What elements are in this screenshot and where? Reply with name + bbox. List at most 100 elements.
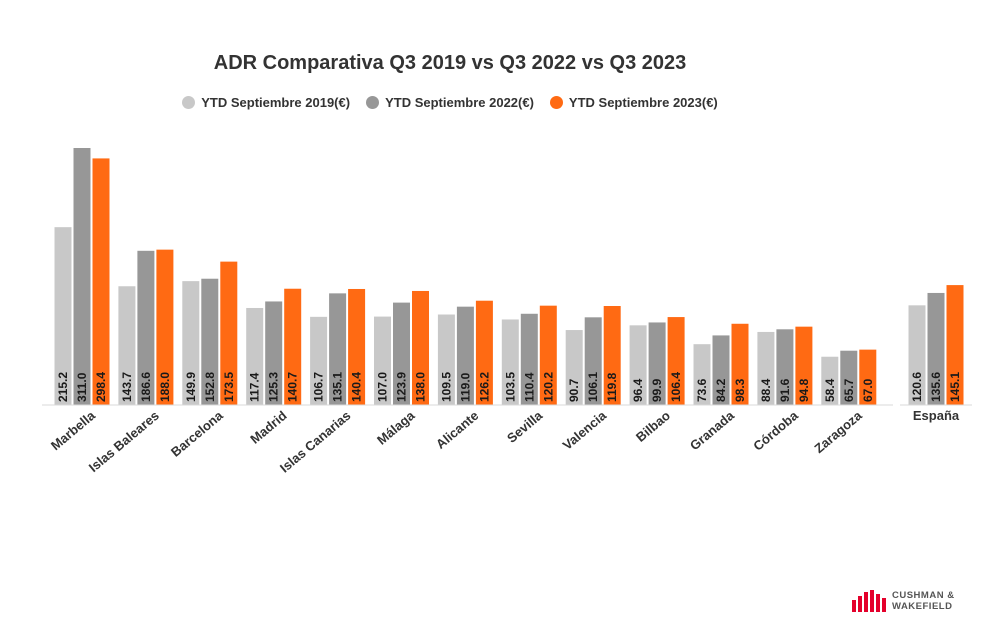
value-label-islas-baleares-series-2: 186.6 xyxy=(139,372,153,402)
bar-marbella-series-3 xyxy=(92,158,110,405)
value-label-malaga-series-2: 123.9 xyxy=(395,372,409,402)
value-label-alicante-series-3: 126.2 xyxy=(477,372,491,402)
logo-text: CUSHMAN & WAKEFIELD xyxy=(892,590,955,612)
bar-islas-baleares-series-1 xyxy=(118,286,136,405)
logo-line-2: WAKEFIELD xyxy=(892,601,953,612)
logo-line-1: CUSHMAN & xyxy=(892,590,955,601)
bar-barcelona-series-3 xyxy=(220,261,238,405)
value-label-bilbao-series-3: 106.4 xyxy=(669,372,683,402)
legend-swatch-2023 xyxy=(549,96,563,109)
value-label-marbella-series-2: 311.0 xyxy=(75,372,89,402)
value-label-sevilla-series-2: 110.4 xyxy=(522,372,536,402)
bar-islas-baleares-series-2 xyxy=(137,250,155,405)
bar-cordoba-series-2 xyxy=(776,329,794,405)
value-label-barcelona-series-3: 173.5 xyxy=(222,372,236,402)
bar-cordoba-series-3 xyxy=(795,326,813,405)
logo-mark-icon xyxy=(852,590,886,612)
bar-cordoba-series-1 xyxy=(757,331,775,405)
legend-item-2019: YTD Septiembre 2019(€) xyxy=(182,95,350,110)
value-label-barcelona-series-2: 152.8 xyxy=(203,372,217,402)
legend-label-2022: YTD Septiembre 2022(€) xyxy=(385,95,534,110)
value-label-islas-canarias-series-2: 135.1 xyxy=(331,372,345,402)
bar-islas-baleares-series-3 xyxy=(156,249,174,405)
value-label-valencia-series-2: 106.1 xyxy=(586,372,600,402)
value-label-zaragoza-series-1: 58.4 xyxy=(823,378,837,402)
value-label-bilbao-series-1: 96.4 xyxy=(631,378,645,402)
value-label-malaga-series-1: 107.0 xyxy=(376,372,390,402)
bar-bilbao-series-1 xyxy=(629,325,647,405)
bar-alicante-series-1 xyxy=(437,314,455,405)
value-label-marbella-series-1: 215.2 xyxy=(56,372,70,402)
value-label-cordoba-series-1: 88.4 xyxy=(759,378,773,402)
bar-islas-canarias-series-1 xyxy=(310,316,328,405)
value-label-barcelona-series-1: 149.9 xyxy=(184,372,198,402)
value-label-alicante-series-1: 109.5 xyxy=(439,372,453,402)
value-label-sevilla-series-1: 103.5 xyxy=(503,372,517,402)
value-label-cordoba-series-2: 91.6 xyxy=(778,378,792,402)
bar-islas-canarias-series-3 xyxy=(348,288,366,405)
bar-malaga-series-1 xyxy=(374,316,391,405)
cushman-wakefield-logo: CUSHMAN & WAKEFIELD xyxy=(852,590,955,612)
bar-sevilla-series-3 xyxy=(539,305,557,405)
chart-title: ADR Comparativa Q3 2019 vs Q3 2022 vs Q3… xyxy=(213,52,687,74)
value-label-islas-canarias-series-1: 106.7 xyxy=(312,372,326,402)
legend-swatch-2022 xyxy=(366,96,380,109)
legend-item-2022: YTD Septiembre 2022(€) xyxy=(366,95,534,110)
bar-alicante-series-3 xyxy=(475,300,493,405)
category-label-espana: España xyxy=(913,408,960,423)
value-label-alicante-series-2: 119.0 xyxy=(458,372,472,402)
legend-label-2019: YTD Septiembre 2019(€) xyxy=(201,95,351,110)
legend-label-2023: YTD Septiembre 2023(€) xyxy=(568,95,718,110)
value-label-islas-canarias-series-3: 140.4 xyxy=(350,372,364,402)
bar-sevilla-series-1 xyxy=(501,319,519,405)
value-label-espana-series-2: 135.6 xyxy=(929,372,943,402)
value-label-granada-series-3: 98.3 xyxy=(733,378,747,402)
bar-marbella-series-2 xyxy=(73,148,91,405)
legend-item-2023: YTD Septiembre 2023(€) xyxy=(549,95,718,110)
bar-barcelona-series-2 xyxy=(201,278,219,405)
bar-zaragoza-series-2 xyxy=(840,350,858,405)
bar-sevilla-series-2 xyxy=(520,313,538,405)
value-label-valencia-series-1: 90.7 xyxy=(567,378,581,402)
bar-alicante-series-2 xyxy=(456,306,474,405)
value-label-marbella-series-3: 298.4 xyxy=(94,372,108,402)
bar-madrid-series-3 xyxy=(284,288,302,405)
value-label-valencia-series-3: 119.8 xyxy=(605,372,619,402)
value-label-islas-baleares-series-3: 188.0 xyxy=(158,372,172,402)
bar-madrid-series-1 xyxy=(246,307,264,405)
bar-espana-series-1 xyxy=(908,305,926,405)
bar-marbella-series-1 xyxy=(54,227,72,405)
value-label-zaragoza-series-3: 67.0 xyxy=(861,378,875,402)
value-label-espana-series-1: 120.6 xyxy=(910,372,924,402)
value-label-madrid-series-1: 117.4 xyxy=(248,372,262,402)
legend-swatch-2019 xyxy=(182,96,196,109)
value-label-bilbao-series-2: 99.9 xyxy=(650,378,664,402)
chart-legend: YTD Septiembre 2019(€) YTD Septiembre 20… xyxy=(0,95,900,110)
value-label-cordoba-series-3: 94.8 xyxy=(797,378,811,402)
bar-espana-series-2 xyxy=(927,292,945,405)
bar-granada-series-3 xyxy=(731,323,749,405)
bar-malaga-series-3 xyxy=(412,290,429,405)
bar-madrid-series-2 xyxy=(265,301,283,405)
bar-zaragoza-series-3 xyxy=(859,349,877,405)
value-label-madrid-series-2: 125.3 xyxy=(267,372,281,402)
value-label-granada-series-1: 73.6 xyxy=(695,378,709,402)
bar-granada-series-1 xyxy=(693,344,711,405)
bar-espana-series-3 xyxy=(946,285,964,405)
bar-islas-canarias-series-2 xyxy=(329,293,347,405)
bar-granada-series-2 xyxy=(712,335,730,405)
bar-malaga-series-2 xyxy=(393,302,410,405)
value-label-madrid-series-3: 140.7 xyxy=(286,372,300,402)
bar-valencia-series-1 xyxy=(565,330,583,405)
bar-valencia-series-2 xyxy=(584,317,602,405)
value-label-islas-baleares-series-1: 143.7 xyxy=(120,372,134,402)
bar-barcelona-series-1 xyxy=(182,281,200,405)
value-label-sevilla-series-3: 120.2 xyxy=(541,372,555,402)
bar-bilbao-series-2 xyxy=(648,322,666,405)
bar-bilbao-series-3 xyxy=(667,317,685,405)
value-label-granada-series-2: 84.2 xyxy=(714,378,728,402)
value-label-zaragoza-series-2: 65.7 xyxy=(842,378,856,402)
bar-valencia-series-3 xyxy=(603,306,621,405)
